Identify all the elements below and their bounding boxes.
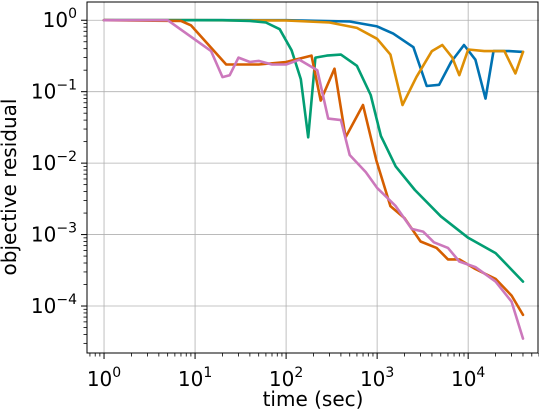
y-axis-label: objective residual [0,99,21,276]
series-lines [102,18,525,340]
y-tick-label: 100 [43,6,77,32]
y-tick-label: 10−2 [31,149,77,175]
x-tick-label: 101 [178,365,212,391]
series-line-4 [102,18,525,317]
series-line-3 [102,18,525,283]
x-tick-label: 103 [360,365,394,391]
x-tick-label: 102 [269,365,303,391]
x-axis-label: time (sec) [263,387,364,410]
y-tick-label: 10−1 [31,78,77,104]
x-tick-label: 100 [87,365,121,391]
axes-frame [86,1,539,354]
series-line-5 [102,18,525,340]
axis-ticks: 100 101 102 103 104 100 10−1 10−2 10−3 10−4 [31,6,539,391]
y-tick-label: 10−3 [31,221,77,247]
x-tick-label: 104 [451,365,485,391]
series-line-2 [102,18,525,107]
y-tick-label: 10−4 [31,292,77,318]
